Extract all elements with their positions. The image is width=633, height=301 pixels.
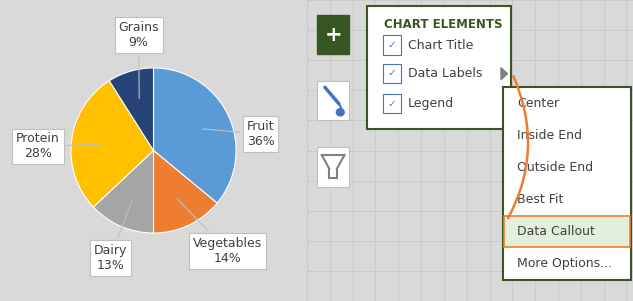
- Text: Best Fit: Best Fit: [517, 193, 563, 206]
- FancyBboxPatch shape: [505, 216, 630, 247]
- Text: ✓: ✓: [388, 98, 396, 109]
- Wedge shape: [153, 68, 236, 203]
- FancyArrowPatch shape: [508, 76, 528, 218]
- Text: Data Labels: Data Labels: [408, 67, 482, 80]
- FancyBboxPatch shape: [383, 35, 401, 55]
- FancyBboxPatch shape: [503, 87, 631, 280]
- Text: ✓: ✓: [388, 40, 396, 50]
- Text: Center: Center: [517, 97, 560, 110]
- Text: Legend: Legend: [408, 97, 454, 110]
- Text: More Options...: More Options...: [517, 257, 612, 270]
- Text: Chart Title: Chart Title: [408, 39, 473, 52]
- Text: Fruit
36%: Fruit 36%: [203, 120, 275, 148]
- Wedge shape: [71, 81, 154, 207]
- Text: Grains
9%: Grains 9%: [118, 21, 159, 98]
- Wedge shape: [110, 68, 154, 150]
- Text: Data Callout: Data Callout: [517, 225, 595, 238]
- Text: +: +: [324, 25, 342, 45]
- Text: Dairy
13%: Dairy 13%: [94, 200, 132, 272]
- FancyBboxPatch shape: [316, 15, 349, 54]
- Text: Protein
28%: Protein 28%: [16, 132, 100, 160]
- FancyBboxPatch shape: [316, 147, 349, 187]
- Text: Inside End: Inside End: [517, 129, 582, 142]
- Text: CHART ELEMENTS: CHART ELEMENTS: [384, 17, 502, 31]
- Polygon shape: [501, 68, 508, 80]
- Circle shape: [336, 109, 344, 116]
- FancyBboxPatch shape: [383, 94, 401, 113]
- Text: ✓: ✓: [388, 68, 396, 79]
- Text: Outside End: Outside End: [517, 161, 593, 174]
- FancyBboxPatch shape: [383, 64, 401, 83]
- Text: Vegetables
14%: Vegetables 14%: [177, 199, 263, 265]
- Wedge shape: [153, 150, 217, 233]
- FancyBboxPatch shape: [316, 81, 349, 120]
- Wedge shape: [93, 150, 154, 233]
- FancyBboxPatch shape: [367, 6, 511, 129]
